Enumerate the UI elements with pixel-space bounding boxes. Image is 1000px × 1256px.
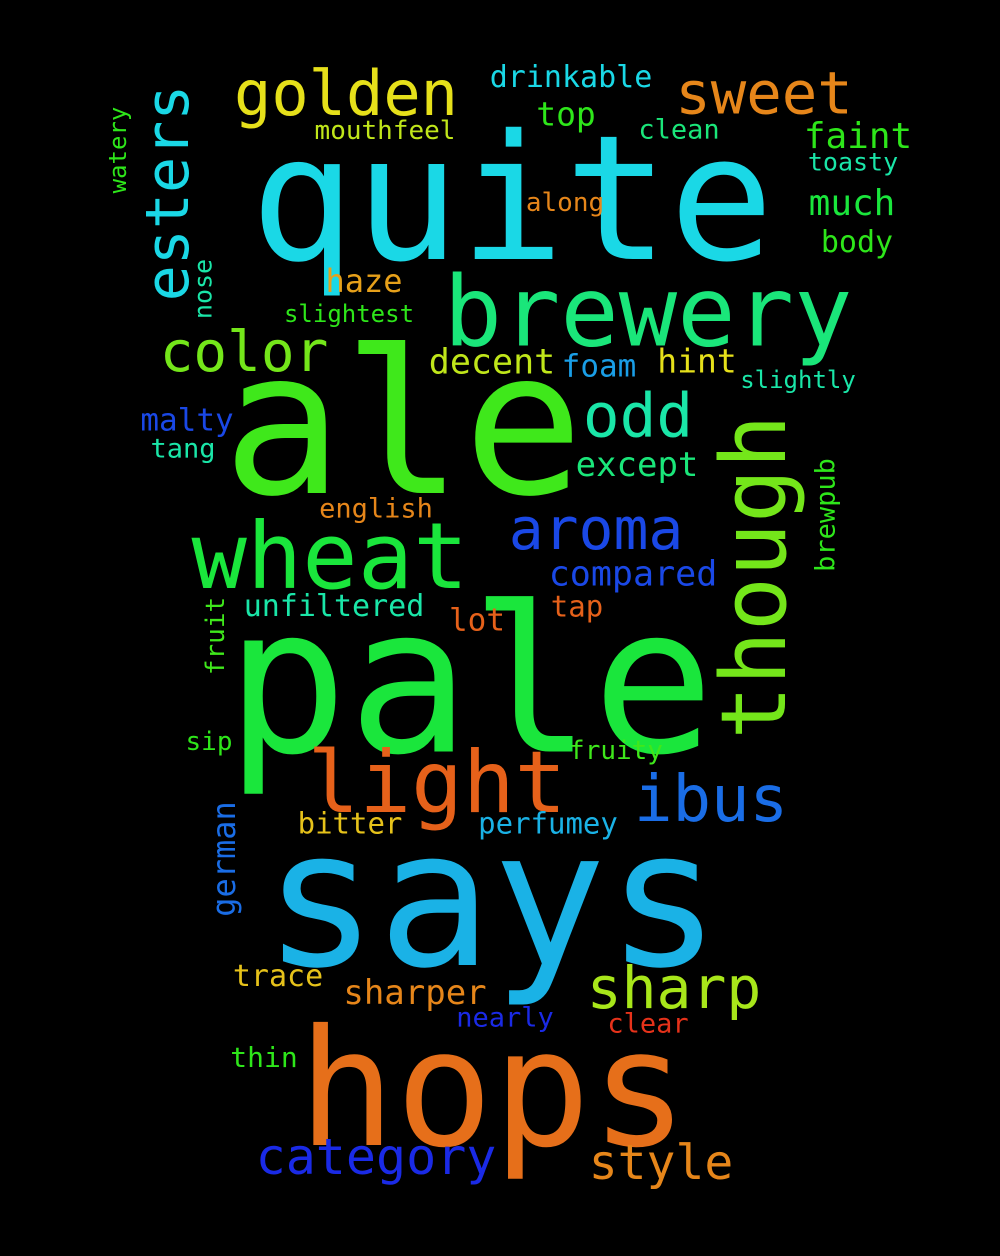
word-nose: nose — [188, 258, 218, 320]
word-aroma: aroma — [508, 495, 684, 563]
word-haze: haze — [325, 262, 403, 300]
word-decent: decent — [428, 342, 556, 383]
word-sharper: sharper — [343, 973, 487, 1013]
word-nearly: nearly — [456, 1002, 554, 1034]
word-sip: sip — [185, 727, 233, 757]
word-perfumey: perfumey — [478, 806, 618, 841]
word-quite: quite — [250, 98, 774, 301]
word-mouthfeel: mouthfeel — [314, 116, 456, 146]
word-style: style — [588, 1135, 734, 1191]
word-sweet: sweet — [675, 58, 853, 128]
word-tap: tap — [550, 589, 604, 624]
word-german: german — [205, 801, 243, 917]
word-faint: faint — [803, 116, 913, 157]
word-except: except — [575, 445, 699, 485]
word-fruit: fruit — [201, 596, 231, 676]
word-wheat: wheat — [191, 503, 469, 610]
word-thin: thin — [230, 1041, 298, 1074]
word-drinkable: drinkable — [489, 60, 653, 95]
word-bitter: bitter — [297, 806, 403, 841]
word-sharp: sharp — [586, 954, 762, 1022]
word-fruity: fruity — [569, 736, 663, 766]
word-slightly: slightly — [740, 366, 856, 394]
word-clean: clean — [638, 114, 720, 146]
word-unfiltered: unfiltered — [243, 589, 425, 624]
word-tang: tang — [150, 433, 216, 465]
word-ibus: ibus — [633, 763, 789, 837]
word-along: along — [525, 188, 605, 218]
word-light: light — [307, 733, 567, 833]
word-slightest: slightest — [283, 300, 415, 328]
word-watery: watery — [104, 106, 132, 194]
word-malty: malty — [140, 402, 234, 439]
word-trace: trace — [232, 959, 324, 994]
word-hint: hint — [657, 341, 737, 381]
word-ale: ale — [222, 308, 584, 541]
word-golden: golden — [234, 57, 458, 130]
word-top: top — [536, 94, 596, 134]
word-compared: compared — [548, 554, 718, 595]
word-much: much — [808, 183, 896, 224]
word-color: color — [159, 320, 329, 385]
word-brewery: brewery — [443, 255, 853, 369]
word-english: english — [319, 493, 433, 525]
word-foam: foam — [561, 348, 637, 385]
word-category: category — [255, 1128, 497, 1186]
word-clear: clear — [607, 1008, 689, 1040]
word-brewpub: brewpub — [810, 458, 842, 572]
word-pale: pale — [225, 563, 715, 800]
word-hops: hops — [297, 996, 689, 1184]
word-says: says — [263, 789, 721, 1010]
word-toasty: toasty — [807, 147, 899, 177]
word-lot: lot — [449, 602, 505, 639]
word-body: body — [820, 225, 894, 260]
word-though: though — [702, 414, 807, 740]
word-odd: odd — [582, 380, 694, 452]
